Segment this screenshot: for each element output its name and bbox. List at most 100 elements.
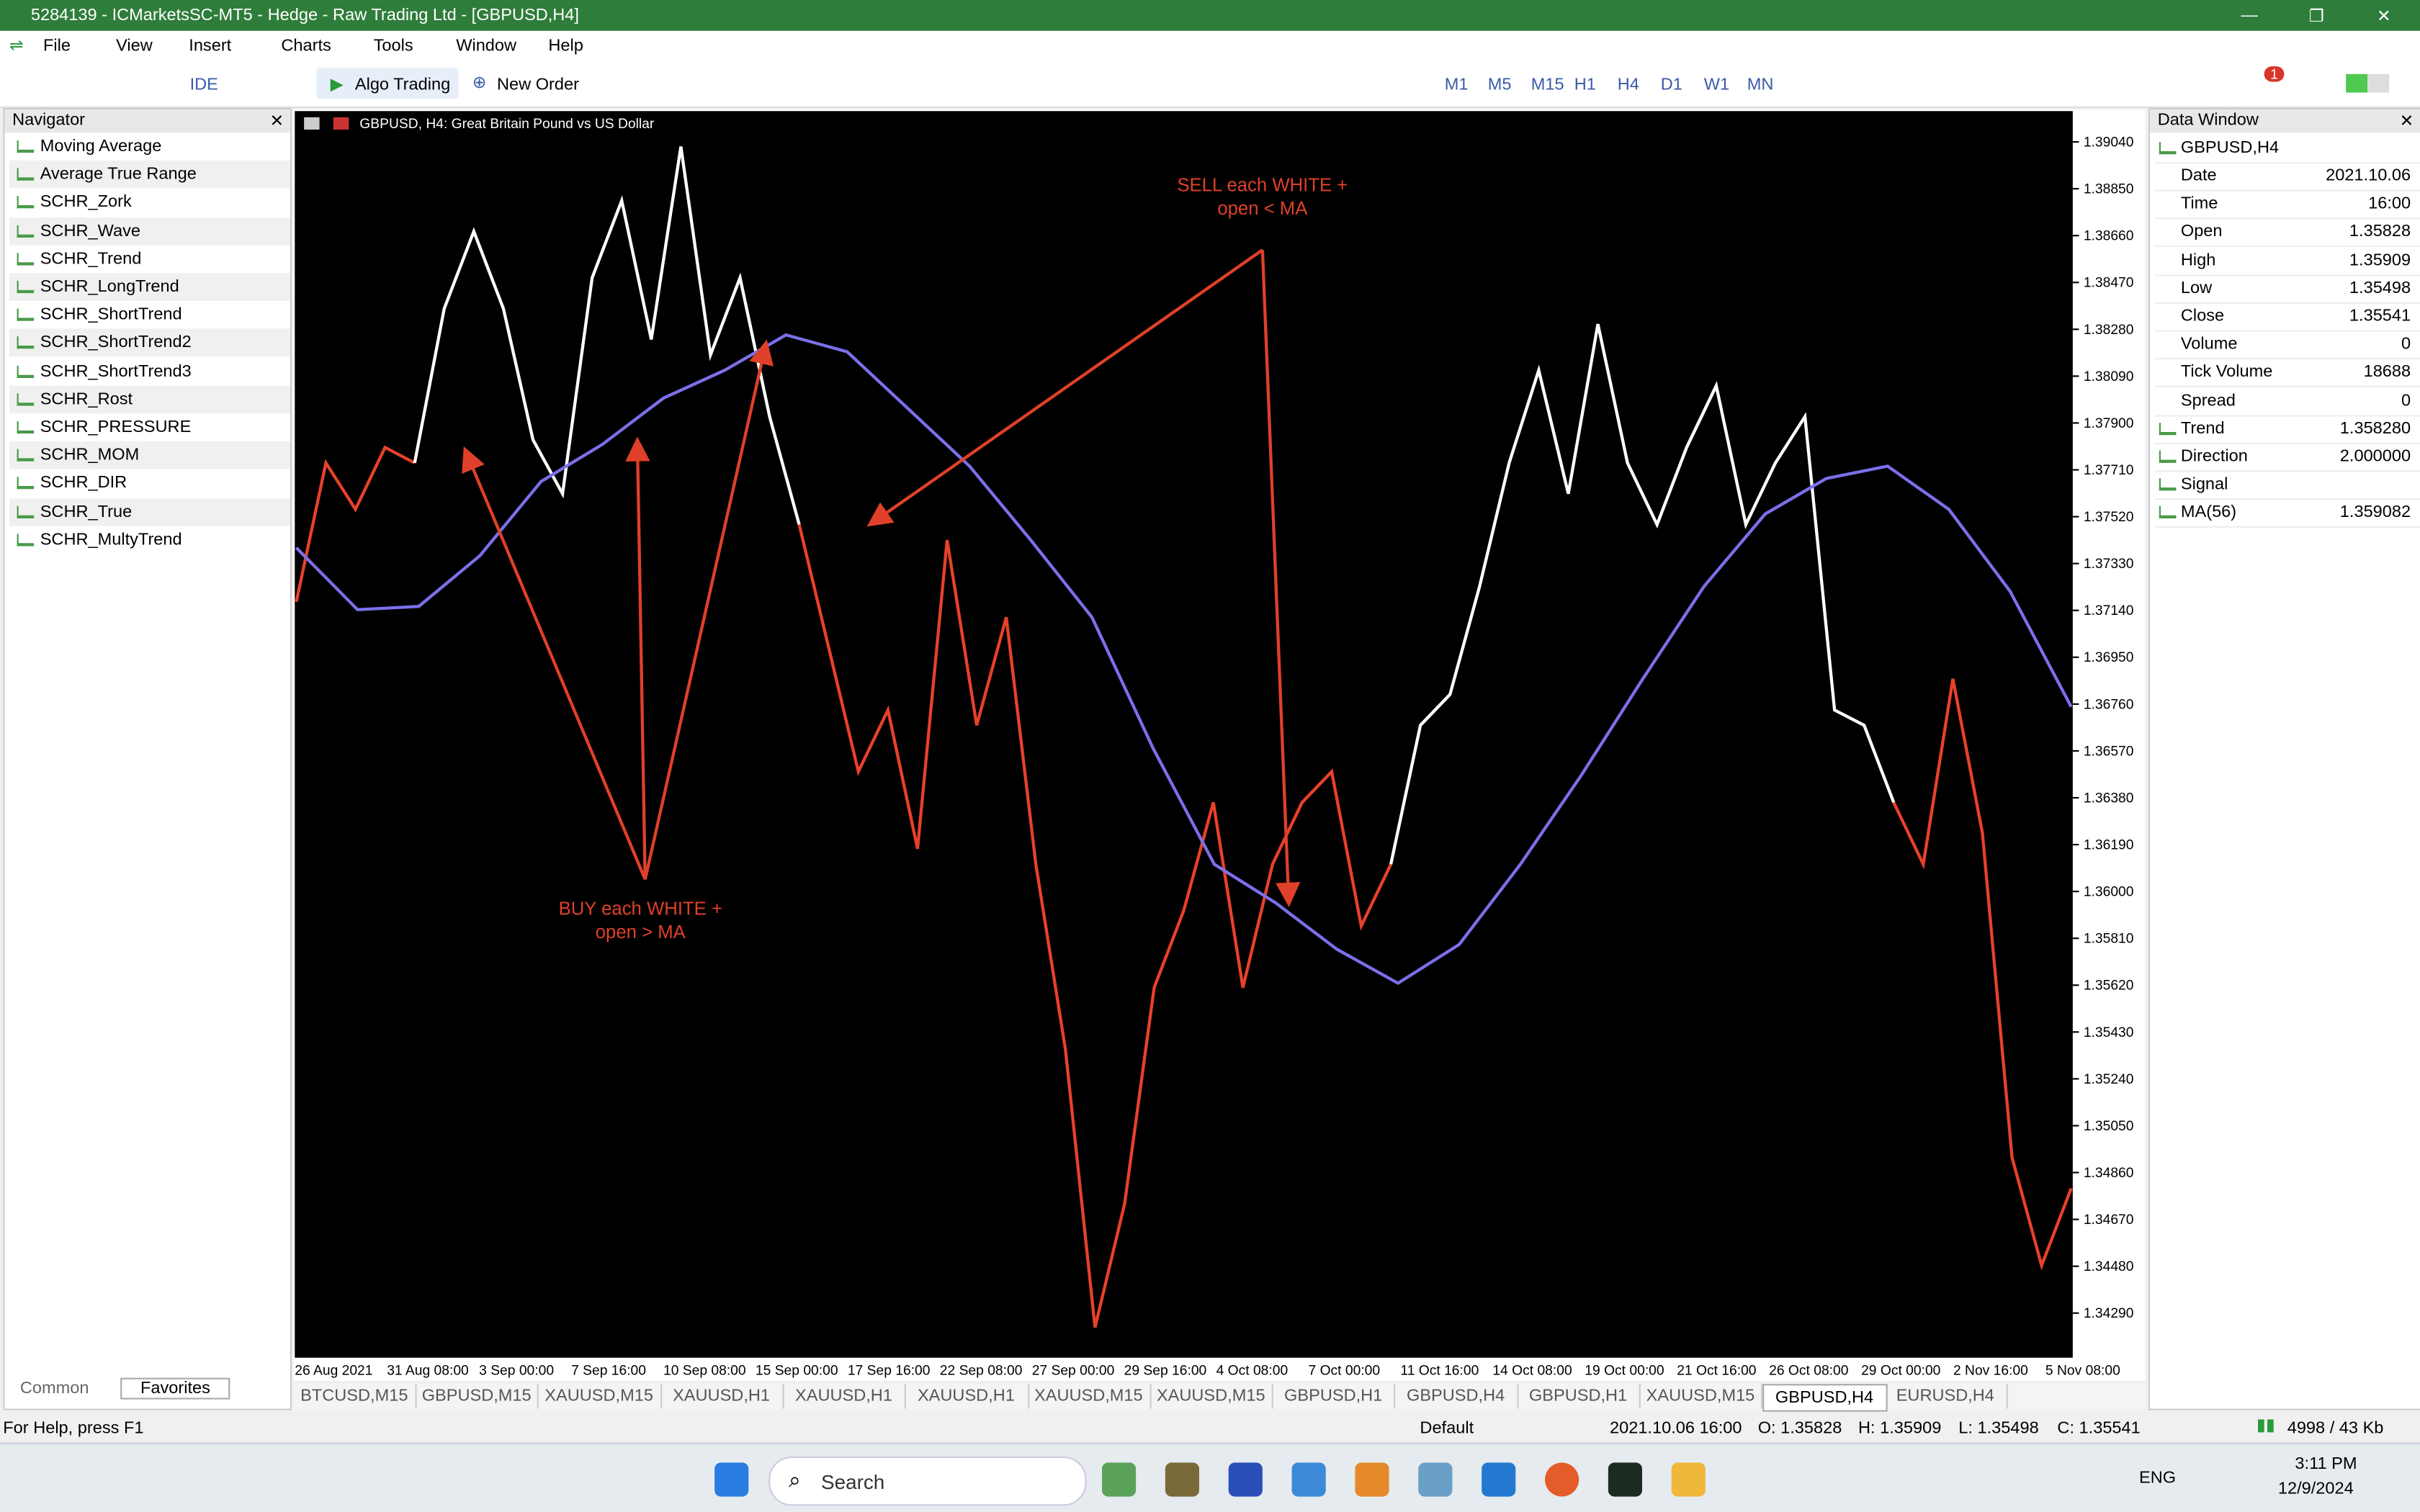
symbol-tab[interactable]: GBPUSD,H1 (1273, 1384, 1396, 1409)
app-icon[interactable]: ⇌ (9, 37, 24, 56)
chart-header: GBPUSD, H4: Great Britain Pound vs US Do… (359, 117, 655, 132)
y-tick-label: 1.35430 (2084, 1025, 2134, 1040)
app[interactable] (1228, 1462, 1263, 1497)
symbol-tab[interactable]: GBPUSD,H4 (1394, 1384, 1518, 1409)
notification-badge[interactable]: 1 (2264, 66, 2285, 82)
status-close: C: 1.35541 (2057, 1419, 2141, 1439)
timeframe[interactable]: W1 (1703, 76, 1730, 94)
app[interactable] (1418, 1462, 1453, 1497)
search-box[interactable]: ⌕ Search (768, 1456, 1087, 1506)
symbol-tab[interactable]: GBPUSD,M15 (416, 1384, 539, 1409)
close[interactable]: ✕ (2399, 112, 2414, 132)
item-icon (17, 252, 35, 266)
minimize[interactable]: — (2241, 6, 2258, 25)
app[interactable] (1355, 1462, 1389, 1497)
navigator-item[interactable]: SCHR_LongTrend (9, 273, 290, 301)
navigator-item[interactable]: SCHR_DIR (9, 469, 290, 498)
symbol-tab[interactable]: XAUUSD,H1 (660, 1384, 784, 1409)
app[interactable] (1291, 1462, 1326, 1497)
timeframe[interactable]: H1 (1574, 76, 1596, 94)
timeframe[interactable]: M15 (1531, 76, 1564, 94)
app[interactable] (1545, 1462, 1579, 1497)
symbol-tab[interactable]: GBPUSD,H1 (1517, 1384, 1641, 1409)
y-tick-label: 1.36000 (2084, 885, 2134, 900)
app[interactable] (1608, 1462, 1642, 1497)
connection (2346, 73, 2368, 93)
navigator-tab[interactable]: Common (19, 1379, 89, 1398)
navigator-item[interactable]: SCHR_ShortTrend2 (9, 329, 290, 357)
close[interactable]: ✕ (2377, 7, 2391, 27)
navigator-tab[interactable]: Favorites (120, 1377, 230, 1400)
symbol-tab[interactable]: GBPUSD,H4 (1762, 1384, 1887, 1412)
app[interactable] (1102, 1462, 1137, 1497)
item-label: SCHR_PRESSURE (40, 418, 192, 437)
new-order-button[interactable]: New Order (497, 76, 579, 94)
navigator-item[interactable]: SCHR_PRESSURE (9, 413, 290, 441)
symbol-tab[interactable]: XAUUSD,M15 (538, 1384, 662, 1409)
menu-item[interactable]: Help (548, 37, 583, 56)
navigator-item[interactable]: SCHR_ShortTrend3 (9, 357, 290, 385)
row-value: 18688 (2363, 363, 2411, 382)
symbol-tab[interactable]: XAUUSD,M15 (1639, 1384, 1763, 1409)
data-row: Time 16:00 (2154, 190, 2420, 220)
app[interactable] (1165, 1462, 1199, 1497)
annotation: SELL each WHITE + (1177, 176, 1348, 196)
symbol-tabs: BTCUSD,M15 GBPUSD,M15 XAUUSD,M15 XAUUSD,H1 X… (293, 1384, 2146, 1412)
clock-date[interactable]: 12/9/2024 (2277, 1480, 2354, 1498)
menu-item[interactable]: Charts (281, 37, 331, 56)
window-title: 5284139 - ICMarketsSC-MT5 - Hedge - Raw … (30, 6, 579, 25)
navigator-item[interactable]: Moving Average (9, 132, 290, 161)
navigator-item[interactable]: SCHR_ShortTrend (9, 301, 290, 329)
taskbar: ⌕ Search ENG 3:11 PM 12/9/2024 (0, 1442, 2420, 1512)
timeframe[interactable]: D1 (1660, 76, 1682, 94)
menu-item[interactable]: File (43, 37, 71, 56)
symbol-tab[interactable]: EURUSD,H4 (1884, 1384, 2008, 1409)
algo-trading-button[interactable]: Algo Trading (354, 76, 451, 94)
language[interactable]: ENG (2139, 1468, 2177, 1488)
navigator-item[interactable]: SCHR_Zork (9, 189, 290, 217)
navigator-item[interactable]: Average True Range (9, 161, 290, 189)
timeframe[interactable]: M5 (1487, 76, 1512, 94)
timeframe[interactable]: H4 (1617, 76, 1639, 94)
navigator-item[interactable]: SCHR_MultyTrend (9, 526, 290, 554)
start[interactable] (714, 1462, 749, 1497)
status-open: O: 1.35828 (1757, 1419, 1842, 1439)
item-label: SCHR_Zork (40, 193, 132, 212)
navigator-item[interactable]: SCHR_Rost (9, 385, 290, 413)
app[interactable] (1482, 1462, 1516, 1497)
data-row: Close 1.35541 (2154, 302, 2420, 332)
navigator-item[interactable]: SCHR_MOM (9, 441, 290, 469)
symbol-tab[interactable]: BTCUSD,M15 (293, 1384, 417, 1409)
row-value: 1.35498 (2349, 279, 2411, 298)
close[interactable]: ✕ (269, 112, 284, 132)
item-icon (17, 196, 35, 210)
menu-item[interactable]: View (116, 37, 153, 56)
data-row: Spread 0 (2154, 387, 2420, 416)
navigator-item[interactable]: SCHR_Trend (9, 245, 290, 273)
symbol-tab[interactable]: XAUUSD,H1 (905, 1384, 1029, 1409)
ide-button[interactable]: IDE (189, 76, 218, 94)
title-bar: 5284139 - ICMarketsSC-MT5 - Hedge - Raw … (0, 0, 2420, 31)
menu-item[interactable]: Insert (189, 37, 232, 56)
app[interactable] (1671, 1462, 1706, 1497)
row-value: 1.359082 (2339, 503, 2411, 523)
row-label: Close (2180, 307, 2225, 326)
symbol-tab[interactable]: XAUUSD,H1 (783, 1384, 907, 1409)
timeframe[interactable]: MN (1747, 76, 1774, 94)
symbol-tab[interactable]: XAUUSD,M15 (1028, 1384, 1152, 1409)
menu-item[interactable]: Window (456, 37, 517, 56)
algo-bg (316, 68, 459, 99)
navigator-tabs: Common Favorites (4, 1377, 290, 1406)
y-tick-label: 1.37520 (2084, 510, 2134, 525)
timeframe[interactable]: M1 (1444, 76, 1469, 94)
maximize[interactable]: ❐ (2308, 7, 2324, 27)
y-tick-label: 1.39040 (2084, 135, 2134, 150)
y-tick-label: 1.34290 (2084, 1306, 2134, 1321)
y-tick-label: 1.36570 (2084, 744, 2134, 759)
clock-time[interactable]: 3:11 PM (2295, 1454, 2357, 1474)
navigator-item[interactable]: SCHR_True (9, 498, 290, 526)
navigator-item[interactable]: SCHR_Wave (9, 217, 290, 245)
y-tick-label: 1.38090 (2084, 369, 2134, 384)
symbol-tab[interactable]: XAUUSD,M15 (1150, 1384, 1274, 1409)
menu-item[interactable]: Tools (373, 37, 413, 56)
